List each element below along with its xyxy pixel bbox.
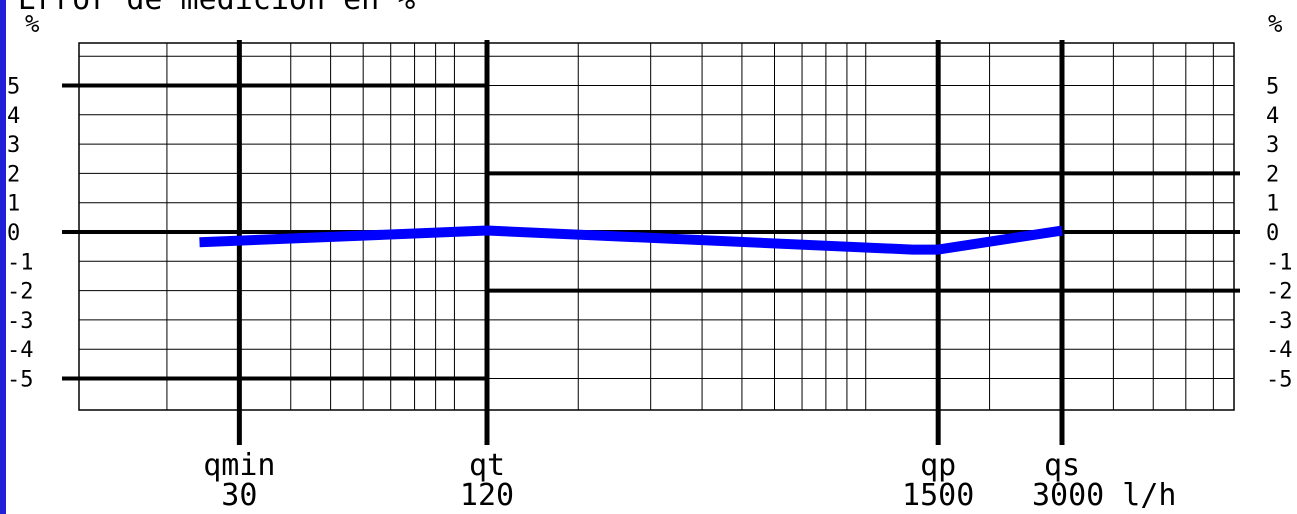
y-tick-label-right: -1: [1266, 250, 1293, 275]
flow-value-qs: 3000 l/h: [1032, 478, 1177, 513]
tolerance-limits: [62, 83, 1240, 381]
y-tick-label-left: -1: [7, 250, 34, 275]
y-tick-label-right: 3: [1266, 133, 1279, 158]
y-tick-label-right: -4: [1266, 338, 1293, 363]
chart-title: Error de medición en %: [18, 0, 415, 17]
y-tick-label-right: -5: [1266, 368, 1293, 393]
series: [199, 225, 1063, 255]
y-tick-labels: 5 5 4 4 3 3 2 2 1 1 0 0 -1 -1 -2 -2 -3 -3 -4 -4 -5 -5: [7, 75, 1293, 393]
left-accent-bar: [0, 0, 6, 514]
y-tick-label-right: -2: [1266, 280, 1293, 305]
y-tick-label-right: -3: [1266, 309, 1293, 334]
y-tick-label-left: 2: [7, 162, 20, 187]
y-tick-label-left: -5: [7, 368, 34, 393]
flow-label-qmin: qmin: [203, 448, 275, 483]
y-tick-label-right: 0: [1266, 221, 1279, 246]
y-tick-label-left: 4: [7, 104, 20, 129]
grid: [62, 42, 1240, 411]
plot-border: [78, 42, 1235, 411]
y-tick-label-left: -2: [7, 280, 34, 305]
y-axis-unit-left: %: [25, 10, 40, 38]
y-tick-label-left: 3: [7, 133, 20, 158]
y-tick-label-right: 2: [1266, 162, 1279, 187]
flow-value-qt: 120: [460, 478, 514, 513]
flow-value-qmin: 30: [221, 478, 257, 513]
y-tick-label-right: 5: [1266, 75, 1279, 100]
y-tick-label-right: 4: [1266, 104, 1279, 129]
flow-label-qt: qt: [469, 448, 505, 483]
y-tick-label-left: -4: [7, 338, 34, 363]
y-tick-label-right: 1: [1266, 192, 1279, 217]
y-tick-label-left: 5: [7, 75, 20, 100]
flow-value-qp: 1500: [902, 478, 974, 513]
y-tick-label-left: -3: [7, 309, 34, 334]
flow-label-qs: qs: [1044, 448, 1080, 483]
flow-label-qp: qp: [920, 448, 956, 483]
y-tick-label-left: 0: [7, 221, 20, 246]
y-axis-unit-right: %: [1268, 10, 1283, 38]
y-tick-label-left: 1: [7, 192, 20, 217]
